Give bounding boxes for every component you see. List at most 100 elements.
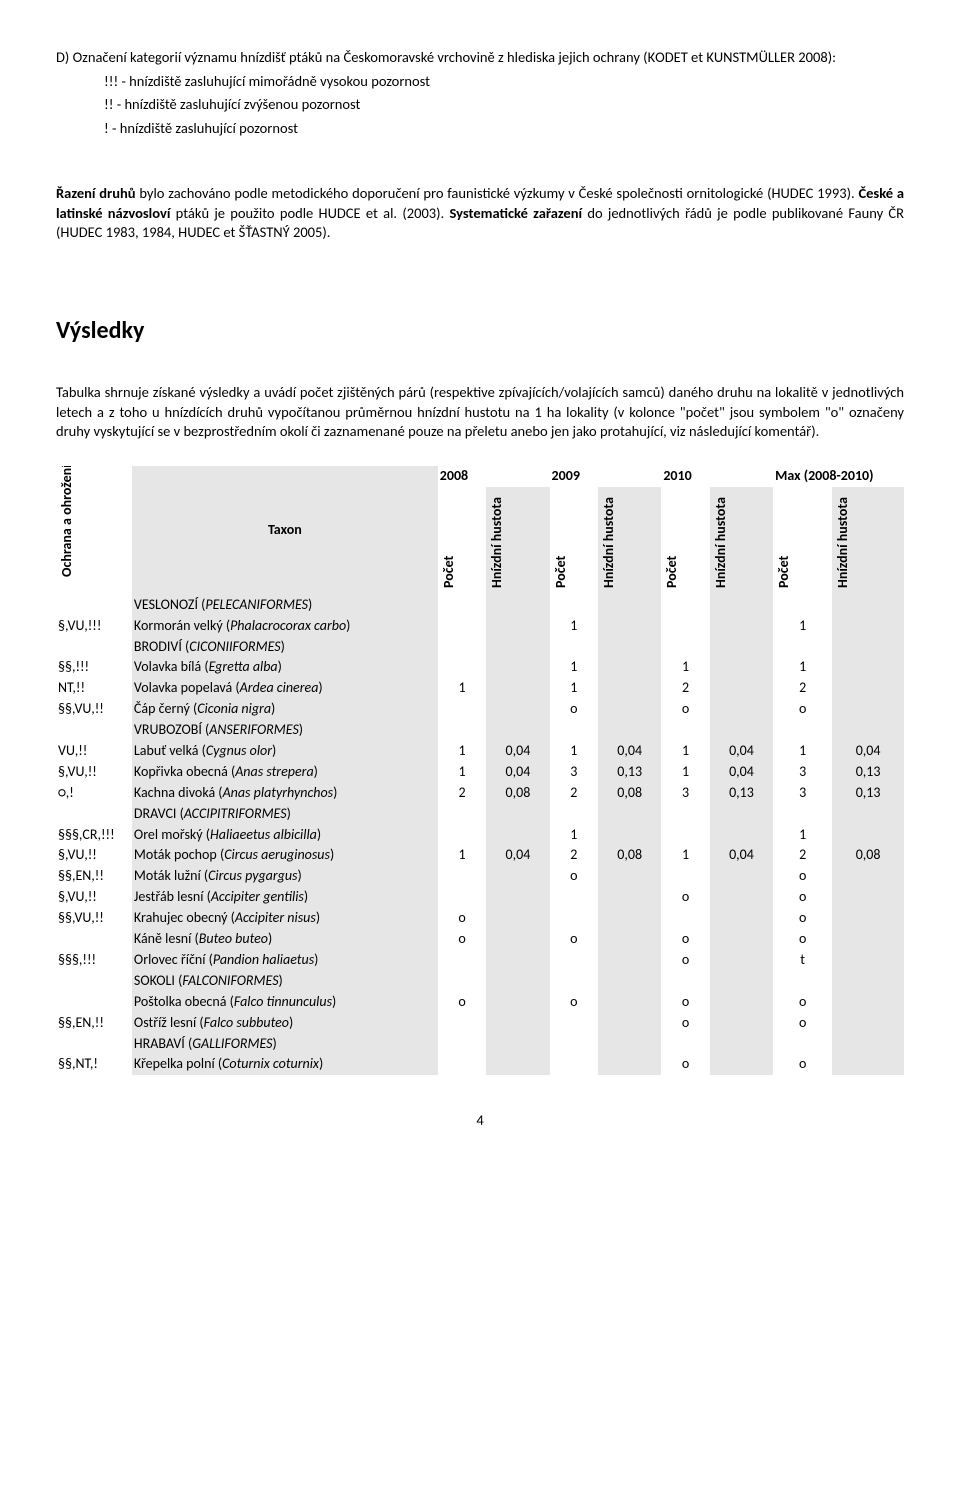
cell-value [832, 595, 904, 616]
cell-value [661, 908, 710, 929]
cell-value [661, 825, 710, 846]
table-row: Káně lesní (Buteo buteo)oooo [56, 929, 904, 950]
col-pocet-09: Počet [552, 488, 571, 588]
cell-value [710, 616, 773, 637]
table-row: §,VU,!!Moták pochop (Circus aeruginosus)… [56, 845, 904, 866]
cell-ohrozeni [56, 595, 132, 616]
cell-value: 1 [438, 762, 487, 783]
cell-value [598, 657, 661, 678]
cell-value [661, 866, 710, 887]
legend-line-3: ! - hnízdiště zasluhující pozornost [56, 119, 904, 139]
cell-value [438, 616, 487, 637]
cell-value [710, 720, 773, 741]
table-row: §,VU,!!Jestřáb lesní (Accipiter gentilis… [56, 887, 904, 908]
cell-value: 0,08 [598, 845, 661, 866]
col-taxon: Taxon [268, 521, 302, 538]
cell-value [438, 866, 487, 887]
table-row: SOKOLI (FALCONIFORMES) [56, 971, 904, 992]
cell-value [710, 657, 773, 678]
cell-value [661, 720, 710, 741]
cell-value [661, 971, 710, 992]
cell-taxon: VESLONOZÍ (PELECANIFORMES) [132, 595, 438, 616]
cell-value [438, 950, 487, 971]
cell-value [710, 595, 773, 616]
cell-value: t [773, 950, 832, 971]
cell-value [710, 929, 773, 950]
cell-value [598, 1013, 661, 1034]
cell-value [486, 595, 549, 616]
col-ochrana: Ochrana a ohrožení [58, 477, 77, 577]
results-heading: Výsledky [56, 315, 904, 347]
cell-value [832, 908, 904, 929]
cell-value [710, 637, 773, 658]
cell-value: o [661, 950, 710, 971]
cell-taxon: Krahujec obecný (Accipiter nisus) [132, 908, 438, 929]
cell-ohrozeni: NT,!! [56, 678, 132, 699]
cell-ohrozeni: §§,EN,!! [56, 1013, 132, 1034]
cell-taxon: Kachna divoká (Anas platyrhynchos) [132, 783, 438, 804]
cell-value [598, 678, 661, 699]
cell-taxon: VRUBOZOBÍ (ANSERIFORMES) [132, 720, 438, 741]
col-year-max: Max (2008-2010) [773, 466, 904, 487]
cell-ohrozeni [56, 971, 132, 992]
cell-value [486, 1054, 549, 1075]
species-table: Ochrana a ohrožení Taxon 2008 2009 2010 … [56, 466, 904, 1075]
cell-value [598, 1054, 661, 1075]
cell-value [486, 908, 549, 929]
cell-value [773, 595, 832, 616]
col-pocet-max: Počet [775, 488, 794, 588]
cell-value: 1 [661, 741, 710, 762]
cell-value: 1 [550, 741, 599, 762]
cell-value: 0,04 [710, 741, 773, 762]
table-row: §§,VU,!!Krahujec obecný (Accipiter nisus… [56, 908, 904, 929]
table-row: VU,!!Labuť velká (Cygnus olor)10,0410,04… [56, 741, 904, 762]
cell-value [550, 637, 599, 658]
cell-ohrozeni: §§§,CR,!!! [56, 825, 132, 846]
cell-ohrozeni: §§,EN,!! [56, 866, 132, 887]
methodology-paragraph: Řazení druhů bylo zachováno podle metodi… [56, 184, 904, 243]
cell-value [773, 720, 832, 741]
cell-value: 0,04 [832, 741, 904, 762]
cell-value: 1 [550, 678, 599, 699]
cell-value: 1 [438, 845, 487, 866]
cell-ohrozeni: §,VU,!! [56, 762, 132, 783]
cell-ohrozeni: §,VU,!! [56, 887, 132, 908]
cell-value [438, 1034, 487, 1055]
results-intro-paragraph: Tabulka shrnuje získané výsledky a uvádí… [56, 383, 904, 442]
cell-value: 1 [773, 657, 832, 678]
cell-value [773, 637, 832, 658]
cell-value [486, 929, 549, 950]
legend-line-2: !! - hnízdiště zasluhující zvýšenou pozo… [56, 95, 904, 115]
cell-value [486, 992, 549, 1013]
cell-value [710, 804, 773, 825]
cell-value: o [438, 908, 487, 929]
cell-value: o [773, 1013, 832, 1034]
cell-value [832, 720, 904, 741]
cell-value [661, 804, 710, 825]
cell-ohrozeni: §§,NT,! [56, 1054, 132, 1075]
cell-value: 0,04 [486, 845, 549, 866]
cell-value [710, 678, 773, 699]
cell-value [438, 595, 487, 616]
cell-value: 0,08 [832, 845, 904, 866]
cell-value [832, 866, 904, 887]
table-row: §,VU,!!Kopřivka obecná (Anas strepera)10… [56, 762, 904, 783]
cell-ohrozeni: §§,VU,!! [56, 699, 132, 720]
col-hustota-08: Hnízdní hustota [488, 488, 507, 588]
cell-ohrozeni [56, 929, 132, 950]
cell-value [486, 950, 549, 971]
section-d-title: D) Označení kategorií významu hnízdišť p… [56, 48, 904, 68]
cell-value: o [661, 1054, 710, 1075]
cell-value: o [661, 887, 710, 908]
cell-taxon: Jestřáb lesní (Accipiter gentilis) [132, 887, 438, 908]
cell-value [550, 971, 599, 992]
cell-value [832, 992, 904, 1013]
table-row: §§,NT,!Křepelka polní (Coturnix coturnix… [56, 1054, 904, 1075]
cell-value [550, 1034, 599, 1055]
cell-value [598, 1034, 661, 1055]
cell-value: o [550, 992, 599, 1013]
cell-value: 1 [661, 657, 710, 678]
page-number: 4 [56, 1111, 904, 1131]
cell-value [486, 887, 549, 908]
cell-taxon: Ostříž lesní (Falco subbuteo) [132, 1013, 438, 1034]
